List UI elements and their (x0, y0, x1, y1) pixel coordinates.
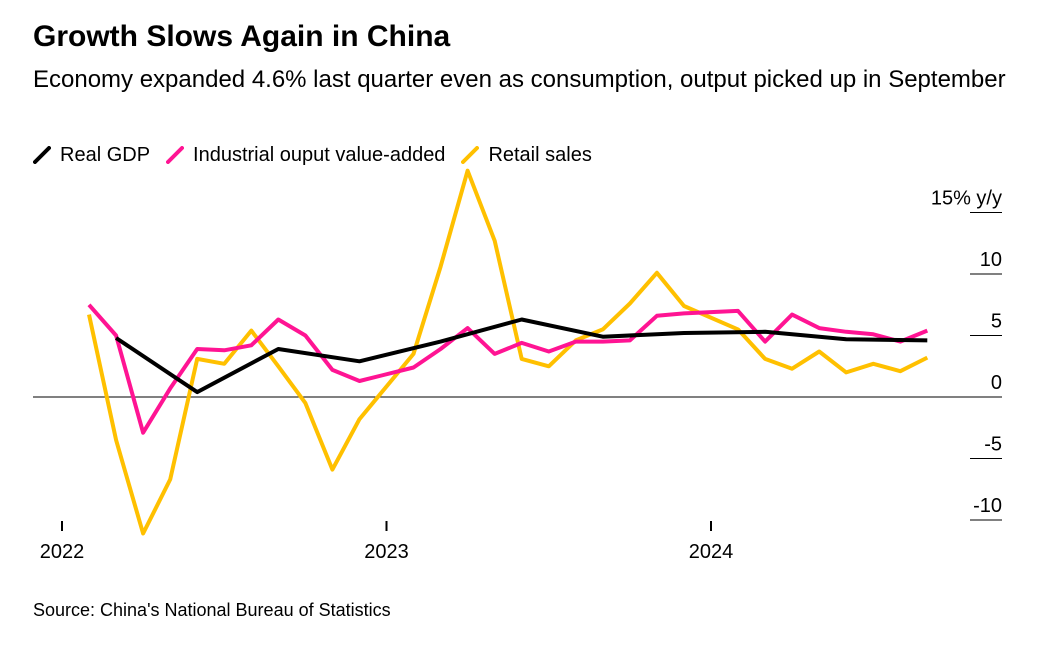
retail-sales-line (87, 168, 929, 536)
y-tick-label: 0 (991, 372, 1002, 394)
y-tick-label: -5 (984, 434, 1002, 456)
legend-label-retail: Retail sales (488, 143, 592, 166)
legend-swatch-real-gdp (33, 146, 51, 164)
x-tick-label: 2022 (40, 541, 85, 563)
legend-label-real-gdp: Real GDP (60, 143, 151, 166)
y-tick-label: 5 (991, 311, 1002, 333)
real-gdp-line (114, 317, 928, 395)
legend-label-industrial: Industrial ouput value-added (193, 143, 446, 166)
y-tick-label: -10 (973, 495, 1002, 517)
legend-swatch-industrial (166, 146, 185, 164)
x-tick-label: 2024 (689, 541, 734, 563)
legend-item-industrial: Industrial ouput value-added (166, 144, 445, 167)
line-chart: 15% y/y 10 5 0 -5 -10 2022 2023 2024 (33, 168, 1002, 563)
y-tick-label: 15% y/y (931, 188, 1002, 210)
industrial-output-line (87, 303, 929, 435)
source-note: Source: China's National Bureau of Stati… (33, 600, 391, 620)
x-tick-label: 2023 (364, 541, 409, 563)
y-tick-label: 10 (980, 249, 1002, 271)
legend-item-retail: Retail sales (461, 143, 592, 167)
chart-title: Growth Slows Again in China (33, 20, 451, 53)
chart-subtitle: Economy expanded 4.6% last quarter even … (33, 66, 1006, 93)
legend-item-real-gdp: Real GDP (33, 144, 150, 167)
legend-swatch-retail (461, 146, 480, 164)
chart-legend: Real GDP Industrial ouput value-added Re… (33, 141, 608, 169)
